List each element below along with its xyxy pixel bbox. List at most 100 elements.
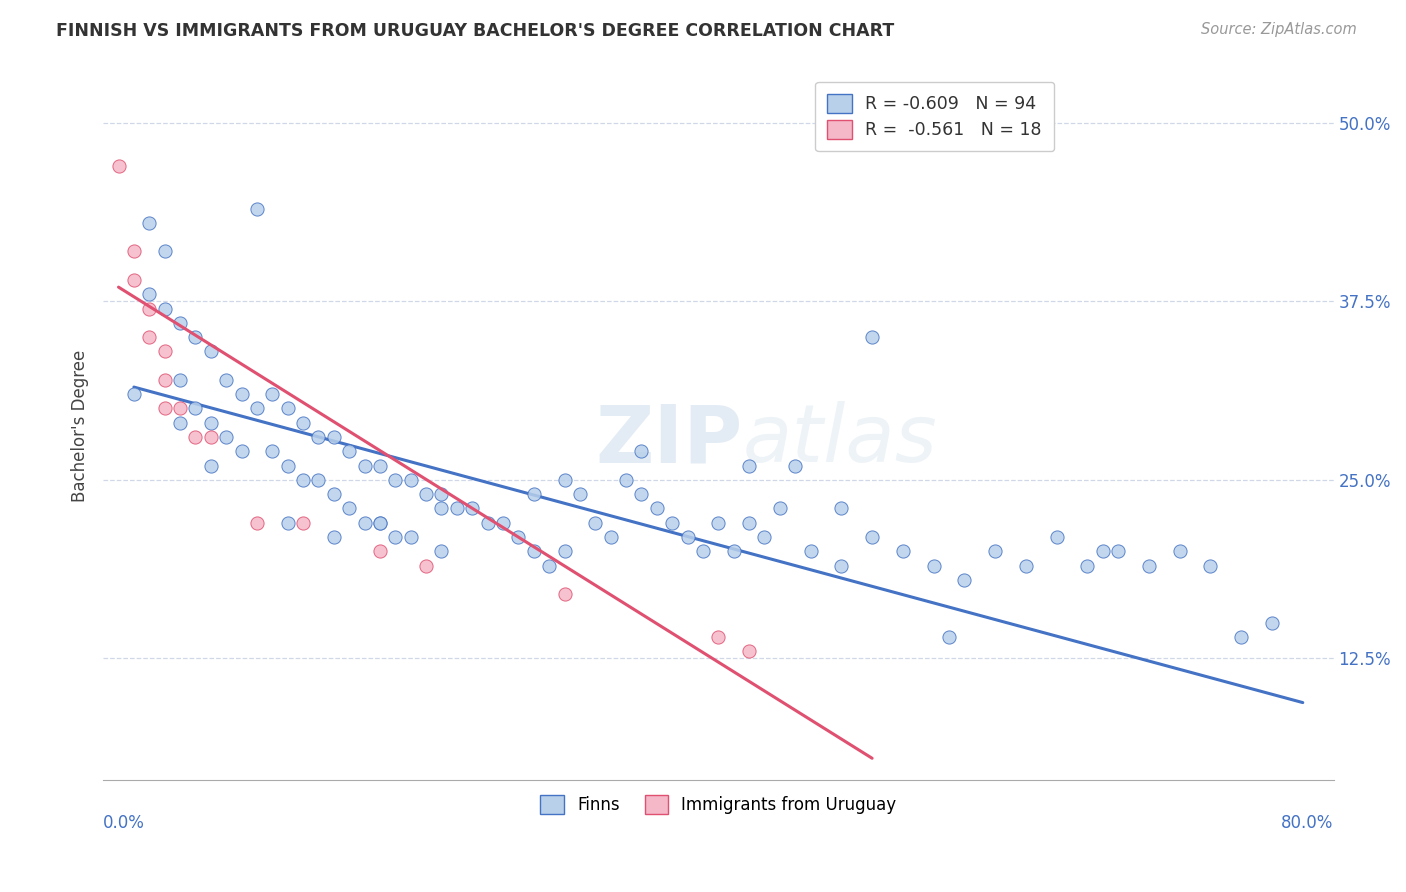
Point <box>277 516 299 530</box>
Point <box>830 501 852 516</box>
Point <box>353 516 375 530</box>
Point <box>153 344 176 359</box>
Point <box>169 316 191 330</box>
Point <box>538 558 561 573</box>
Legend: Finns, Immigrants from Uruguay: Finns, Immigrants from Uruguay <box>534 789 903 821</box>
Point <box>368 516 391 530</box>
Text: FINNISH VS IMMIGRANTS FROM URUGUAY BACHELOR'S DEGREE CORRELATION CHART: FINNISH VS IMMIGRANTS FROM URUGUAY BACHE… <box>56 22 894 40</box>
Point <box>738 516 761 530</box>
Point <box>707 630 730 644</box>
Point <box>922 558 945 573</box>
Point <box>122 273 145 287</box>
Point <box>231 387 253 401</box>
Point <box>384 473 406 487</box>
Point <box>277 458 299 473</box>
Point <box>262 387 284 401</box>
Point <box>322 430 344 444</box>
Point <box>368 544 391 558</box>
Point <box>1046 530 1069 544</box>
Point <box>430 487 453 501</box>
Point <box>692 544 714 558</box>
Point <box>707 516 730 530</box>
Point <box>738 644 761 658</box>
Point <box>785 458 807 473</box>
Point <box>415 487 437 501</box>
Point <box>200 344 222 359</box>
Point <box>184 401 207 416</box>
Point <box>153 373 176 387</box>
Point <box>169 416 191 430</box>
Point <box>1230 630 1253 644</box>
Point <box>430 544 453 558</box>
Point <box>277 401 299 416</box>
Point <box>384 530 406 544</box>
Point <box>337 444 360 458</box>
Point <box>138 330 160 344</box>
Point <box>292 516 315 530</box>
Point <box>1076 558 1098 573</box>
Point <box>138 301 160 316</box>
Point <box>630 487 652 501</box>
Point <box>184 430 207 444</box>
Point <box>292 416 315 430</box>
Point <box>169 373 191 387</box>
Point <box>754 530 776 544</box>
Point <box>523 487 546 501</box>
Point <box>599 530 621 544</box>
Point <box>554 473 576 487</box>
Point <box>231 444 253 458</box>
Point <box>153 401 176 416</box>
Point <box>1015 558 1038 573</box>
Point <box>953 573 976 587</box>
Point <box>246 202 269 216</box>
Text: Source: ZipAtlas.com: Source: ZipAtlas.com <box>1201 22 1357 37</box>
Point <box>830 558 852 573</box>
Point <box>215 373 238 387</box>
Point <box>583 516 606 530</box>
Point <box>430 501 453 516</box>
Point <box>1091 544 1114 558</box>
Point <box>292 473 315 487</box>
Point <box>262 444 284 458</box>
Point <box>645 501 668 516</box>
Point <box>169 401 191 416</box>
Point <box>246 516 269 530</box>
Point <box>891 544 914 558</box>
Point <box>307 430 329 444</box>
Point <box>368 458 391 473</box>
Point <box>800 544 823 558</box>
Point <box>399 530 422 544</box>
Point <box>508 530 530 544</box>
Point <box>138 287 160 301</box>
Point <box>769 501 792 516</box>
Point <box>1168 544 1191 558</box>
Point <box>122 244 145 259</box>
Point <box>568 487 591 501</box>
Point <box>630 444 652 458</box>
Point <box>1199 558 1222 573</box>
Point <box>122 387 145 401</box>
Point <box>676 530 699 544</box>
Point <box>477 516 499 530</box>
Point <box>554 587 576 601</box>
Point <box>1137 558 1160 573</box>
Point <box>107 159 129 173</box>
Point <box>153 244 176 259</box>
Text: ZIP: ZIP <box>596 401 742 480</box>
Point <box>461 501 484 516</box>
Text: atlas: atlas <box>742 401 938 480</box>
Point <box>200 416 222 430</box>
Text: 0.0%: 0.0% <box>103 814 145 832</box>
Point <box>153 301 176 316</box>
Point <box>337 501 360 516</box>
Point <box>661 516 683 530</box>
Point <box>492 516 515 530</box>
Point <box>307 473 329 487</box>
Text: 80.0%: 80.0% <box>1281 814 1333 832</box>
Point <box>415 558 437 573</box>
Point <box>322 530 344 544</box>
Point <box>554 544 576 558</box>
Point <box>614 473 637 487</box>
Point <box>938 630 960 644</box>
Point <box>215 430 238 444</box>
